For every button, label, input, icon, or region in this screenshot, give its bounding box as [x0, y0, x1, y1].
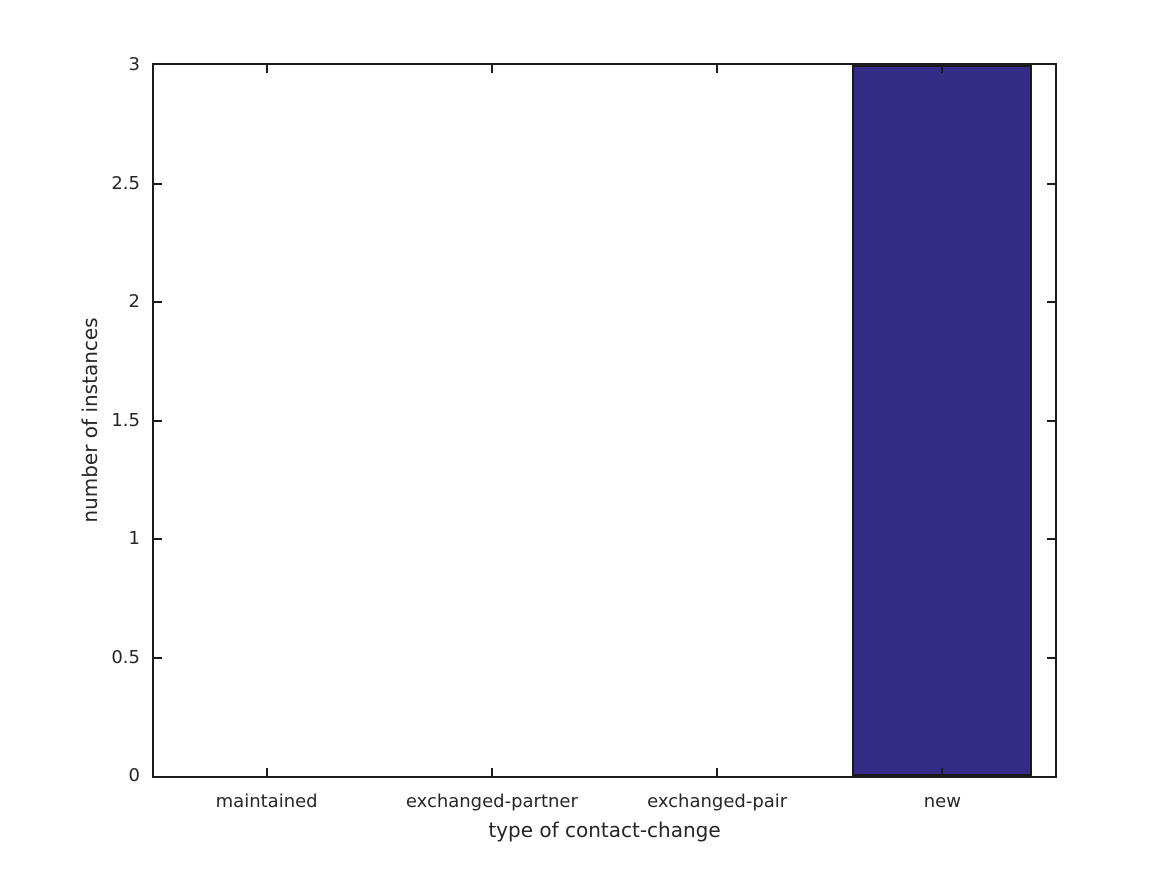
y-tick-right: [1047, 419, 1055, 422]
x-tick-top: [490, 65, 493, 73]
bar-new: [852, 65, 1033, 776]
plot-area: maintained exchanged-partner exchanged-pai…: [111, 54, 1057, 812]
y-tick-left: [154, 301, 162, 303]
y-tick-label-2.5: 2.5: [111, 172, 140, 194]
y-tick-right: [1047, 301, 1055, 303]
y-tick-right: [1047, 538, 1055, 540]
x-tick-top: [716, 65, 719, 73]
y-tick-label-1.5: 1.5: [111, 409, 140, 431]
x-tick-label-maintained: maintained: [215, 791, 318, 812]
x-tick-top: [941, 65, 944, 73]
y-tick-label-1: 1: [128, 528, 140, 549]
y-tick-left: [154, 656, 162, 659]
y-tick-left: [154, 182, 162, 185]
y-tick-label-2: 2: [128, 291, 140, 312]
x-tick-top: [265, 65, 268, 73]
x-tick-bottom: [716, 768, 719, 776]
y-tick-label-3: 3: [128, 54, 140, 75]
y-tick-left: [154, 419, 162, 422]
y-tick-left: [154, 538, 162, 540]
y-tick-right: [1047, 182, 1055, 185]
x-tick-bottom: [490, 768, 493, 776]
y-axis-label: number of instances: [78, 317, 102, 523]
x-tick-label-exchanged-pair: exchanged-pair: [647, 791, 788, 812]
x-tick-bottom: [265, 768, 268, 776]
x-tick-label-exchanged-partner: exchanged-partner: [405, 791, 578, 812]
y-tick-label-0: 0: [128, 765, 140, 786]
x-axis-label: type of contact-change: [488, 818, 721, 842]
x-tick-bottom: [941, 768, 944, 776]
y-tick-label-0.5: 0.5: [111, 646, 140, 668]
y-tick-right: [1047, 656, 1055, 659]
x-tick-label-new: new: [923, 791, 961, 812]
